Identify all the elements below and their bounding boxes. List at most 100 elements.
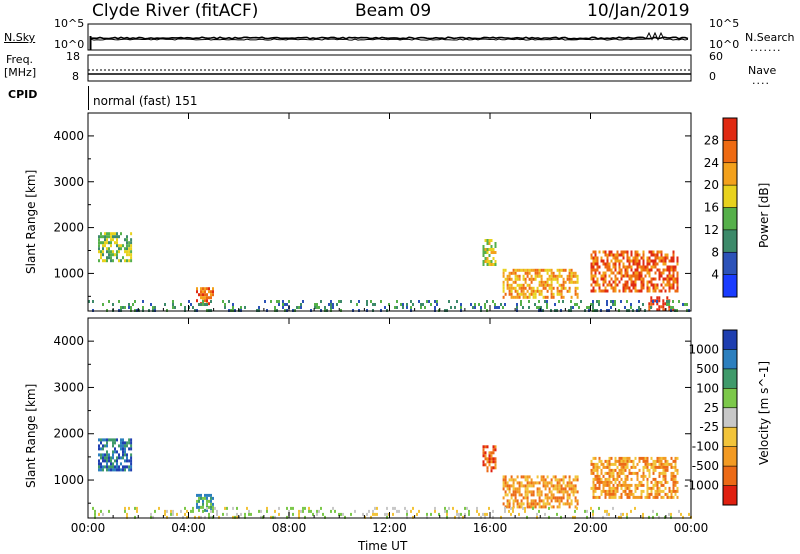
echo-region xyxy=(590,456,679,499)
noise-tick-low-right: 10^0 xyxy=(709,38,740,51)
echo-cell xyxy=(214,506,216,510)
echo-cell xyxy=(546,268,549,272)
echo-cell xyxy=(568,268,571,272)
echo-cell xyxy=(410,300,412,303)
echo-cell xyxy=(248,509,250,513)
echo-cell xyxy=(316,303,318,306)
echo-cell xyxy=(502,274,505,278)
echo-cell xyxy=(664,253,667,257)
echo-cell xyxy=(484,451,487,455)
echo-cell xyxy=(632,495,635,499)
echo-cell xyxy=(110,244,112,248)
date-title: 10/Jan/2019 xyxy=(587,1,690,21)
echo-cell xyxy=(518,481,521,485)
echo-cell xyxy=(338,300,340,303)
echo-cell xyxy=(208,296,210,300)
echo-cell xyxy=(568,280,571,284)
echo-cell xyxy=(530,499,533,503)
echo-cell xyxy=(528,490,531,494)
echo-cell xyxy=(674,289,677,293)
echo-cell xyxy=(110,250,112,254)
echo-cell xyxy=(624,271,627,275)
echo-cell xyxy=(676,286,679,290)
echo-cell xyxy=(554,499,557,503)
echo-cell xyxy=(100,462,102,466)
echo-cell xyxy=(152,515,154,519)
echo-cell xyxy=(560,490,563,494)
echo-cell xyxy=(658,459,661,463)
y-tick-label: 2000 xyxy=(53,427,84,441)
echo-cell xyxy=(676,280,679,284)
echo-cell xyxy=(672,486,675,490)
echo-cell xyxy=(660,274,663,278)
echo-cell xyxy=(558,292,561,296)
echo-cell xyxy=(550,484,553,488)
colorbar-segment xyxy=(723,185,737,208)
echo-cell xyxy=(534,277,537,281)
echo-cell xyxy=(554,484,557,488)
echo-cell xyxy=(434,306,436,309)
echo-cell xyxy=(650,465,653,469)
echo-cell xyxy=(624,459,627,463)
echo-cell xyxy=(222,512,224,516)
echo-cell xyxy=(606,483,609,487)
echo-cell xyxy=(668,283,671,287)
echo-cell xyxy=(102,459,104,463)
echo-cell xyxy=(520,502,523,506)
echo-cell xyxy=(448,506,450,510)
echo-cell xyxy=(652,471,655,475)
echo-cell xyxy=(534,295,537,299)
echo-cell xyxy=(642,459,645,463)
echo-cell xyxy=(626,286,629,290)
echo-cell xyxy=(634,259,637,263)
echo-cell xyxy=(402,303,404,306)
echo-cell xyxy=(618,271,621,275)
echo-cell xyxy=(592,286,595,290)
echo-cell xyxy=(522,277,525,281)
echo-cell xyxy=(668,280,671,284)
echo-cell xyxy=(640,289,643,293)
echo-cell xyxy=(550,496,553,500)
echo-cell xyxy=(212,502,214,506)
echo-cell xyxy=(664,492,667,496)
echo-cell xyxy=(624,474,627,478)
echo-cell xyxy=(664,262,667,266)
echo-cell xyxy=(502,496,505,500)
echo-cell xyxy=(628,274,631,278)
echo-cell xyxy=(118,456,120,460)
echo-cell xyxy=(208,505,210,509)
echo-cell xyxy=(624,489,627,493)
echo-cell xyxy=(124,453,126,457)
echo-cell xyxy=(668,265,671,269)
echo-cell xyxy=(514,490,517,494)
echo-cell xyxy=(538,496,541,500)
echo-cell xyxy=(632,259,635,263)
echo-cell xyxy=(528,475,531,479)
echo-cell xyxy=(590,265,593,269)
echo-cell xyxy=(668,277,671,281)
echo-cell xyxy=(540,292,543,296)
echo-cell xyxy=(236,512,238,516)
echo-cell xyxy=(546,271,549,275)
echo-cell xyxy=(654,489,657,493)
echo-cell xyxy=(550,274,553,278)
echo-cell xyxy=(508,487,511,491)
echo-cell xyxy=(124,444,126,448)
echo-cell xyxy=(114,468,116,472)
echo-cell xyxy=(626,474,629,478)
echo-cell xyxy=(124,468,126,472)
echo-cell xyxy=(200,290,202,294)
echo-cell xyxy=(548,283,551,287)
echo-cell xyxy=(350,512,352,516)
echo-cell xyxy=(460,306,462,309)
echo-cell xyxy=(562,493,565,497)
echo-cell xyxy=(682,303,684,306)
echo-cell xyxy=(634,250,637,254)
echo-cell xyxy=(520,283,523,287)
echo-cell xyxy=(532,277,535,281)
echo-cell xyxy=(320,300,322,303)
echo-cell xyxy=(548,515,550,519)
echo-cell xyxy=(638,289,641,293)
echo-cell xyxy=(658,471,661,475)
echo-cell xyxy=(482,260,485,263)
